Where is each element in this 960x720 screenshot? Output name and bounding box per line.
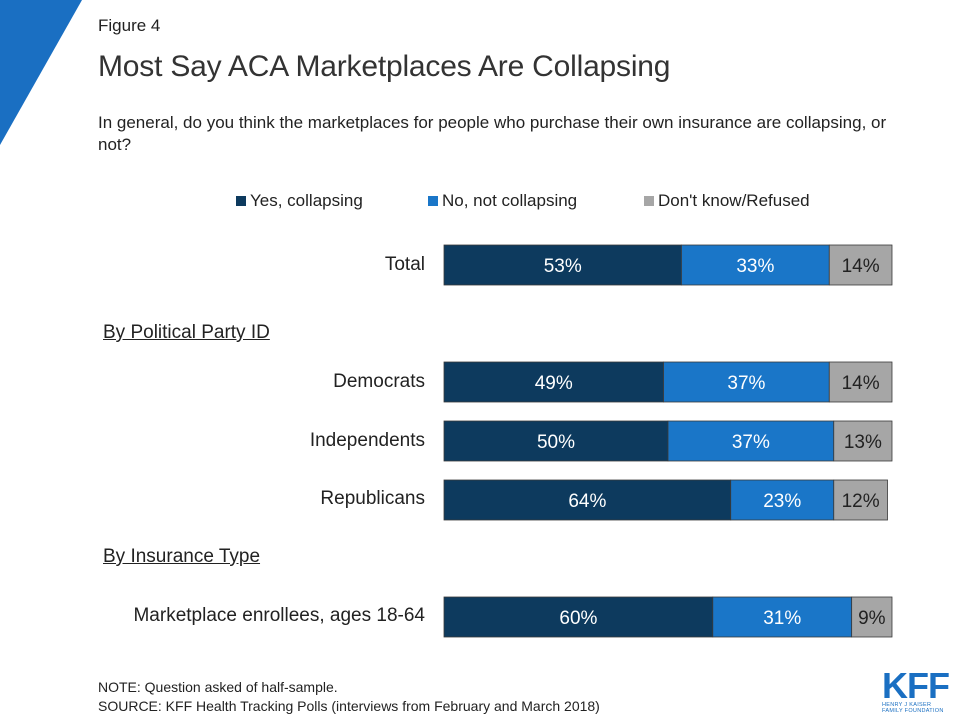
legend-swatch-dk (644, 196, 654, 206)
bar-republicans-dk (833, 479, 888, 521)
bar-democrats-yes (443, 361, 664, 403)
bar-democrats-dk (828, 361, 893, 403)
kff-logo: KFF HENRY J KAISER FAMILY FOUNDATION (882, 665, 952, 715)
data-label-democrats-dk: 14% (842, 373, 880, 394)
data-label-independents-dk: 13% (844, 432, 882, 453)
data-label-total-dk: 14% (842, 256, 880, 277)
kff-logo-org-line2: FAMILY FOUNDATION (882, 708, 944, 714)
bar-democrats-no (663, 361, 830, 403)
corner-accent-shape (0, 0, 82, 145)
legend-item-no: No, not collapsing (428, 190, 577, 212)
category-label-marketplace: Marketplace enrollees, ages 18-64 (133, 605, 425, 626)
section-heading-insurance: By Insurance Type (103, 546, 261, 567)
bar-marketplace-no (712, 596, 853, 638)
legend-item-dk: Don't know/Refused (644, 190, 810, 212)
kff-logo-text: KFF (882, 665, 950, 706)
data-label-marketplace-no: 31% (763, 608, 801, 629)
bar-independents-no (667, 420, 835, 462)
data-label-democrats-yes: 49% (535, 373, 573, 394)
footer-note: NOTE: Question asked of half-sample. (98, 679, 338, 695)
category-label-republicans: Republicans (320, 488, 425, 509)
data-label-total-yes: 53% (544, 256, 582, 277)
bar-independents-yes (443, 420, 669, 462)
legend-swatch-yes (236, 196, 246, 206)
chart-title: Most Say ACA Marketplaces Are Collapsing (98, 50, 671, 83)
legend-label-yes: Yes, collapsing (250, 191, 363, 210)
legend-swatch-no (428, 196, 438, 206)
bar-marketplace-yes (443, 596, 714, 638)
data-label-marketplace-yes: 60% (559, 608, 597, 629)
legend-label-no: No, not collapsing (442, 191, 578, 210)
category-label-independents: Independents (309, 430, 425, 451)
chart-subtitle: In general, do you think the marketplace… (98, 113, 887, 154)
section-heading-party: By Political Party ID (103, 322, 270, 343)
data-label-marketplace-dk: 9% (858, 608, 886, 629)
bar-republicans-no (730, 479, 835, 521)
category-label-democrats: Democrats (333, 371, 425, 392)
bar-total-no (681, 244, 830, 286)
legend-label-dk: Don't know/Refused (658, 191, 810, 210)
data-label-republicans-no: 23% (763, 491, 801, 512)
category-label-total: Total (384, 254, 425, 275)
data-label-democrats-no: 37% (727, 373, 765, 394)
bar-total-dk (828, 244, 893, 286)
bar-republicans-yes (443, 479, 732, 521)
figure-label: Figure 4 (98, 16, 161, 35)
data-label-independents-yes: 50% (537, 432, 575, 453)
data-label-republicans-yes: 64% (568, 491, 606, 512)
legend-item-yes: Yes, collapsing (236, 190, 363, 212)
bar-marketplace-dk (851, 596, 893, 638)
bar-independents-dk (833, 420, 893, 462)
data-label-republicans-dk: 12% (842, 491, 880, 512)
data-label-total-no: 33% (736, 256, 774, 277)
footer-source: SOURCE: KFF Health Tracking Polls (inter… (98, 698, 600, 714)
kff-logo-org-line1: HENRY J KAISER (882, 702, 932, 708)
data-label-independents-no: 37% (732, 432, 770, 453)
